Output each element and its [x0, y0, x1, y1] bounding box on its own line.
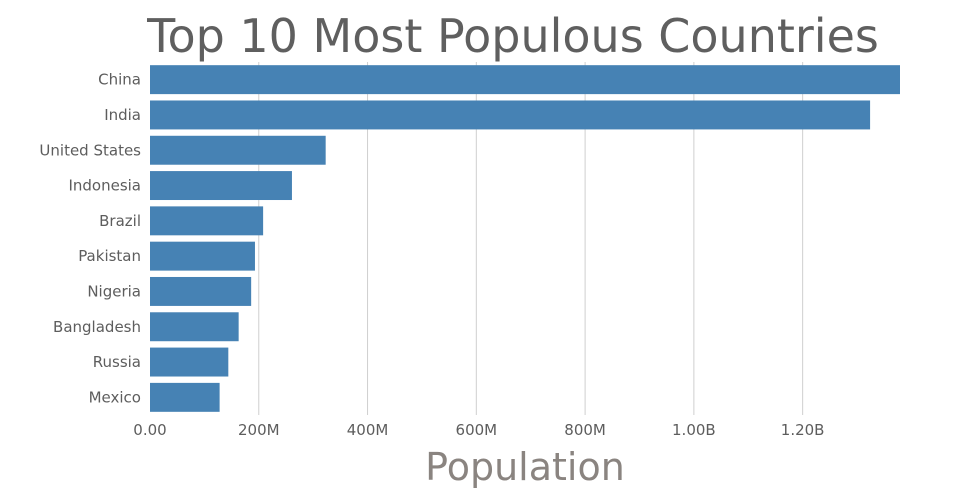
bar-indonesia [150, 171, 292, 201]
bar-mexico [150, 382, 220, 412]
x-tick-label: 1.20B [781, 421, 825, 439]
bar-bangladesh [150, 312, 239, 342]
x-tick-label: 200M [238, 421, 280, 439]
x-axis-tick-labels: 0.00 200M 400M 600M 800M 1.00B 1.20B [133, 421, 824, 439]
x-axis-label: Population [425, 445, 625, 489]
y-tick-label: Brazil [99, 212, 141, 230]
y-tick-label: Nigeria [87, 282, 141, 300]
y-tick-label: Mexico [89, 388, 141, 406]
bar-layer [150, 65, 900, 412]
x-tick-label: 400M [347, 421, 389, 439]
x-tick-label: 600M [456, 421, 498, 439]
y-axis-tick-labels: China India United States Indonesia Brazil Pa… [39, 71, 141, 407]
y-tick-label: Russia [93, 353, 141, 371]
y-tick-label: India [104, 106, 141, 124]
bar-pakistan [150, 241, 255, 271]
bar-china [150, 65, 900, 95]
bar-nigeria [150, 276, 252, 306]
bar-russia [150, 347, 229, 377]
chart-title: Top 10 Most Populous Countries [146, 9, 879, 63]
y-tick-label: China [98, 71, 141, 89]
x-tick-label: 0.00 [133, 421, 166, 439]
x-tick-label: 1.00B [672, 421, 716, 439]
bar-brazil [150, 206, 264, 236]
y-tick-label: Pakistan [78, 247, 141, 265]
bar-united-states [150, 135, 326, 165]
y-tick-label: Indonesia [68, 177, 141, 195]
bar-india [150, 100, 871, 130]
y-tick-label: Bangladesh [53, 318, 141, 336]
x-tick-label: 800M [564, 421, 606, 439]
y-tick-label: United States [39, 141, 141, 159]
